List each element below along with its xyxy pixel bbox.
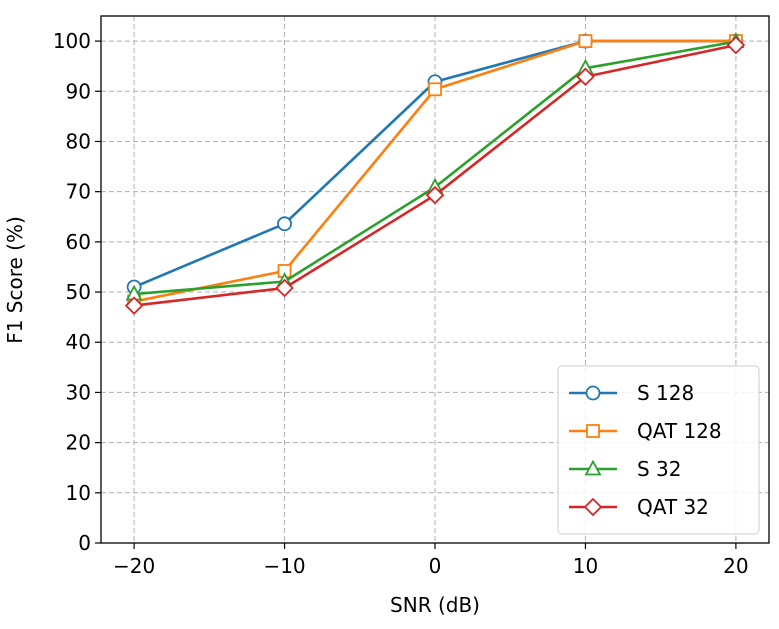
data-point (578, 34, 593, 48)
data-point (275, 278, 294, 298)
y-tick-label: 60 (66, 230, 91, 254)
series-qat-32 (124, 35, 746, 315)
y-tick-label: 30 (66, 380, 91, 404)
data-point (425, 185, 445, 205)
data-point (428, 82, 442, 97)
y-tick-label: 40 (66, 330, 91, 354)
data-point (277, 216, 292, 232)
data-point (576, 67, 595, 87)
legend-label: S 32 (637, 457, 682, 481)
legend-marker (584, 459, 602, 476)
x-tick-label: 10 (573, 554, 598, 578)
legend-entry: S 32 (569, 457, 682, 481)
data-point (124, 296, 144, 315)
series-layer (124, 32, 746, 315)
legend-entry: S 128 (569, 381, 694, 405)
y-tick-label: 20 (66, 431, 91, 455)
y-tick-label: 80 (66, 129, 91, 153)
data-point (726, 35, 746, 55)
x-tick-label: −10 (263, 554, 305, 578)
legend-marker (583, 497, 603, 517)
legend-marker (586, 424, 600, 438)
y-tick-label: 0 (78, 531, 91, 555)
y-axis-label: F1 Score (%) (3, 216, 27, 344)
y-tick-label: 90 (66, 79, 91, 103)
legend-label: QAT 128 (637, 419, 722, 443)
legend-entry: QAT 128 (569, 419, 722, 443)
x-tick-label: 20 (723, 554, 748, 578)
x-tick-label: 0 (429, 554, 442, 578)
legend-label: S 128 (637, 381, 694, 405)
legend-marker (585, 385, 601, 401)
ticks: −20 −10 0 10 20 0 10 20 30 40 50 60 70 80 90 100 (53, 29, 749, 578)
x-tick-label: −20 (113, 554, 155, 578)
x-axis-label: SNR (dB) (390, 593, 480, 617)
legend-box (557, 365, 760, 535)
legend: S 128 QAT 128 S 32 QAT 32 (557, 365, 760, 535)
y-tick-label: 50 (66, 280, 91, 304)
legend-label: QAT 32 (637, 495, 709, 519)
y-tick-label: 100 (53, 29, 91, 53)
y-tick-label: 10 (66, 481, 91, 505)
y-tick-label: 70 (66, 180, 91, 204)
legend-entry: QAT 32 (569, 495, 709, 519)
